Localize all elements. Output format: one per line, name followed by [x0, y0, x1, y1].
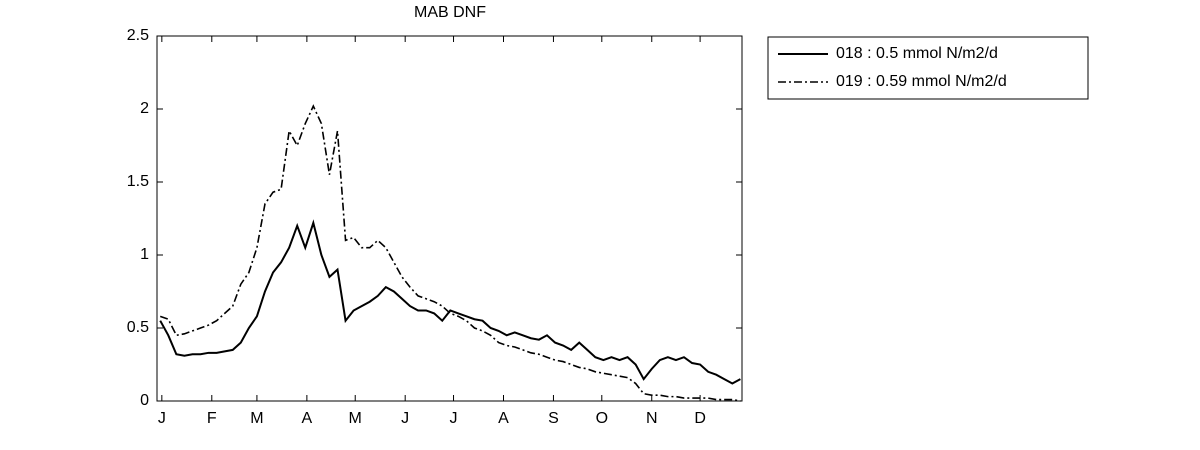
x-tick-label: J: [450, 410, 458, 427]
legend-box: [767, 36, 1089, 100]
x-tick-label: A: [302, 410, 313, 427]
chart-title: MAB DNF: [414, 4, 486, 21]
legend-label: 019 : 0.59 mmol N/m2/d: [836, 73, 1007, 90]
x-tick-label: F: [207, 410, 217, 427]
x-tick-label: S: [548, 410, 559, 427]
y-tick-label: 1: [140, 246, 149, 263]
y-tick-label: 1.5: [127, 173, 149, 190]
legend-label: 018 : 0.5 mmol N/m2/d: [836, 45, 998, 62]
series-line: [159, 219, 741, 385]
x-tick-label: O: [596, 410, 608, 427]
plot-frame: [156, 35, 743, 402]
y-tick-label: 0: [140, 392, 149, 409]
x-tick-label: M: [250, 410, 263, 427]
x-tick-label: J: [401, 410, 409, 427]
y-tick-label: 2.5: [127, 27, 149, 44]
x-tick-label: D: [694, 410, 706, 427]
x-tick-label: M: [349, 410, 362, 427]
x-tick-label: A: [498, 410, 509, 427]
x-tick-label: N: [646, 410, 658, 427]
x-tick-label: J: [158, 410, 166, 427]
y-tick-label: 2: [140, 100, 149, 117]
y-tick-label: 0.5: [127, 319, 149, 336]
